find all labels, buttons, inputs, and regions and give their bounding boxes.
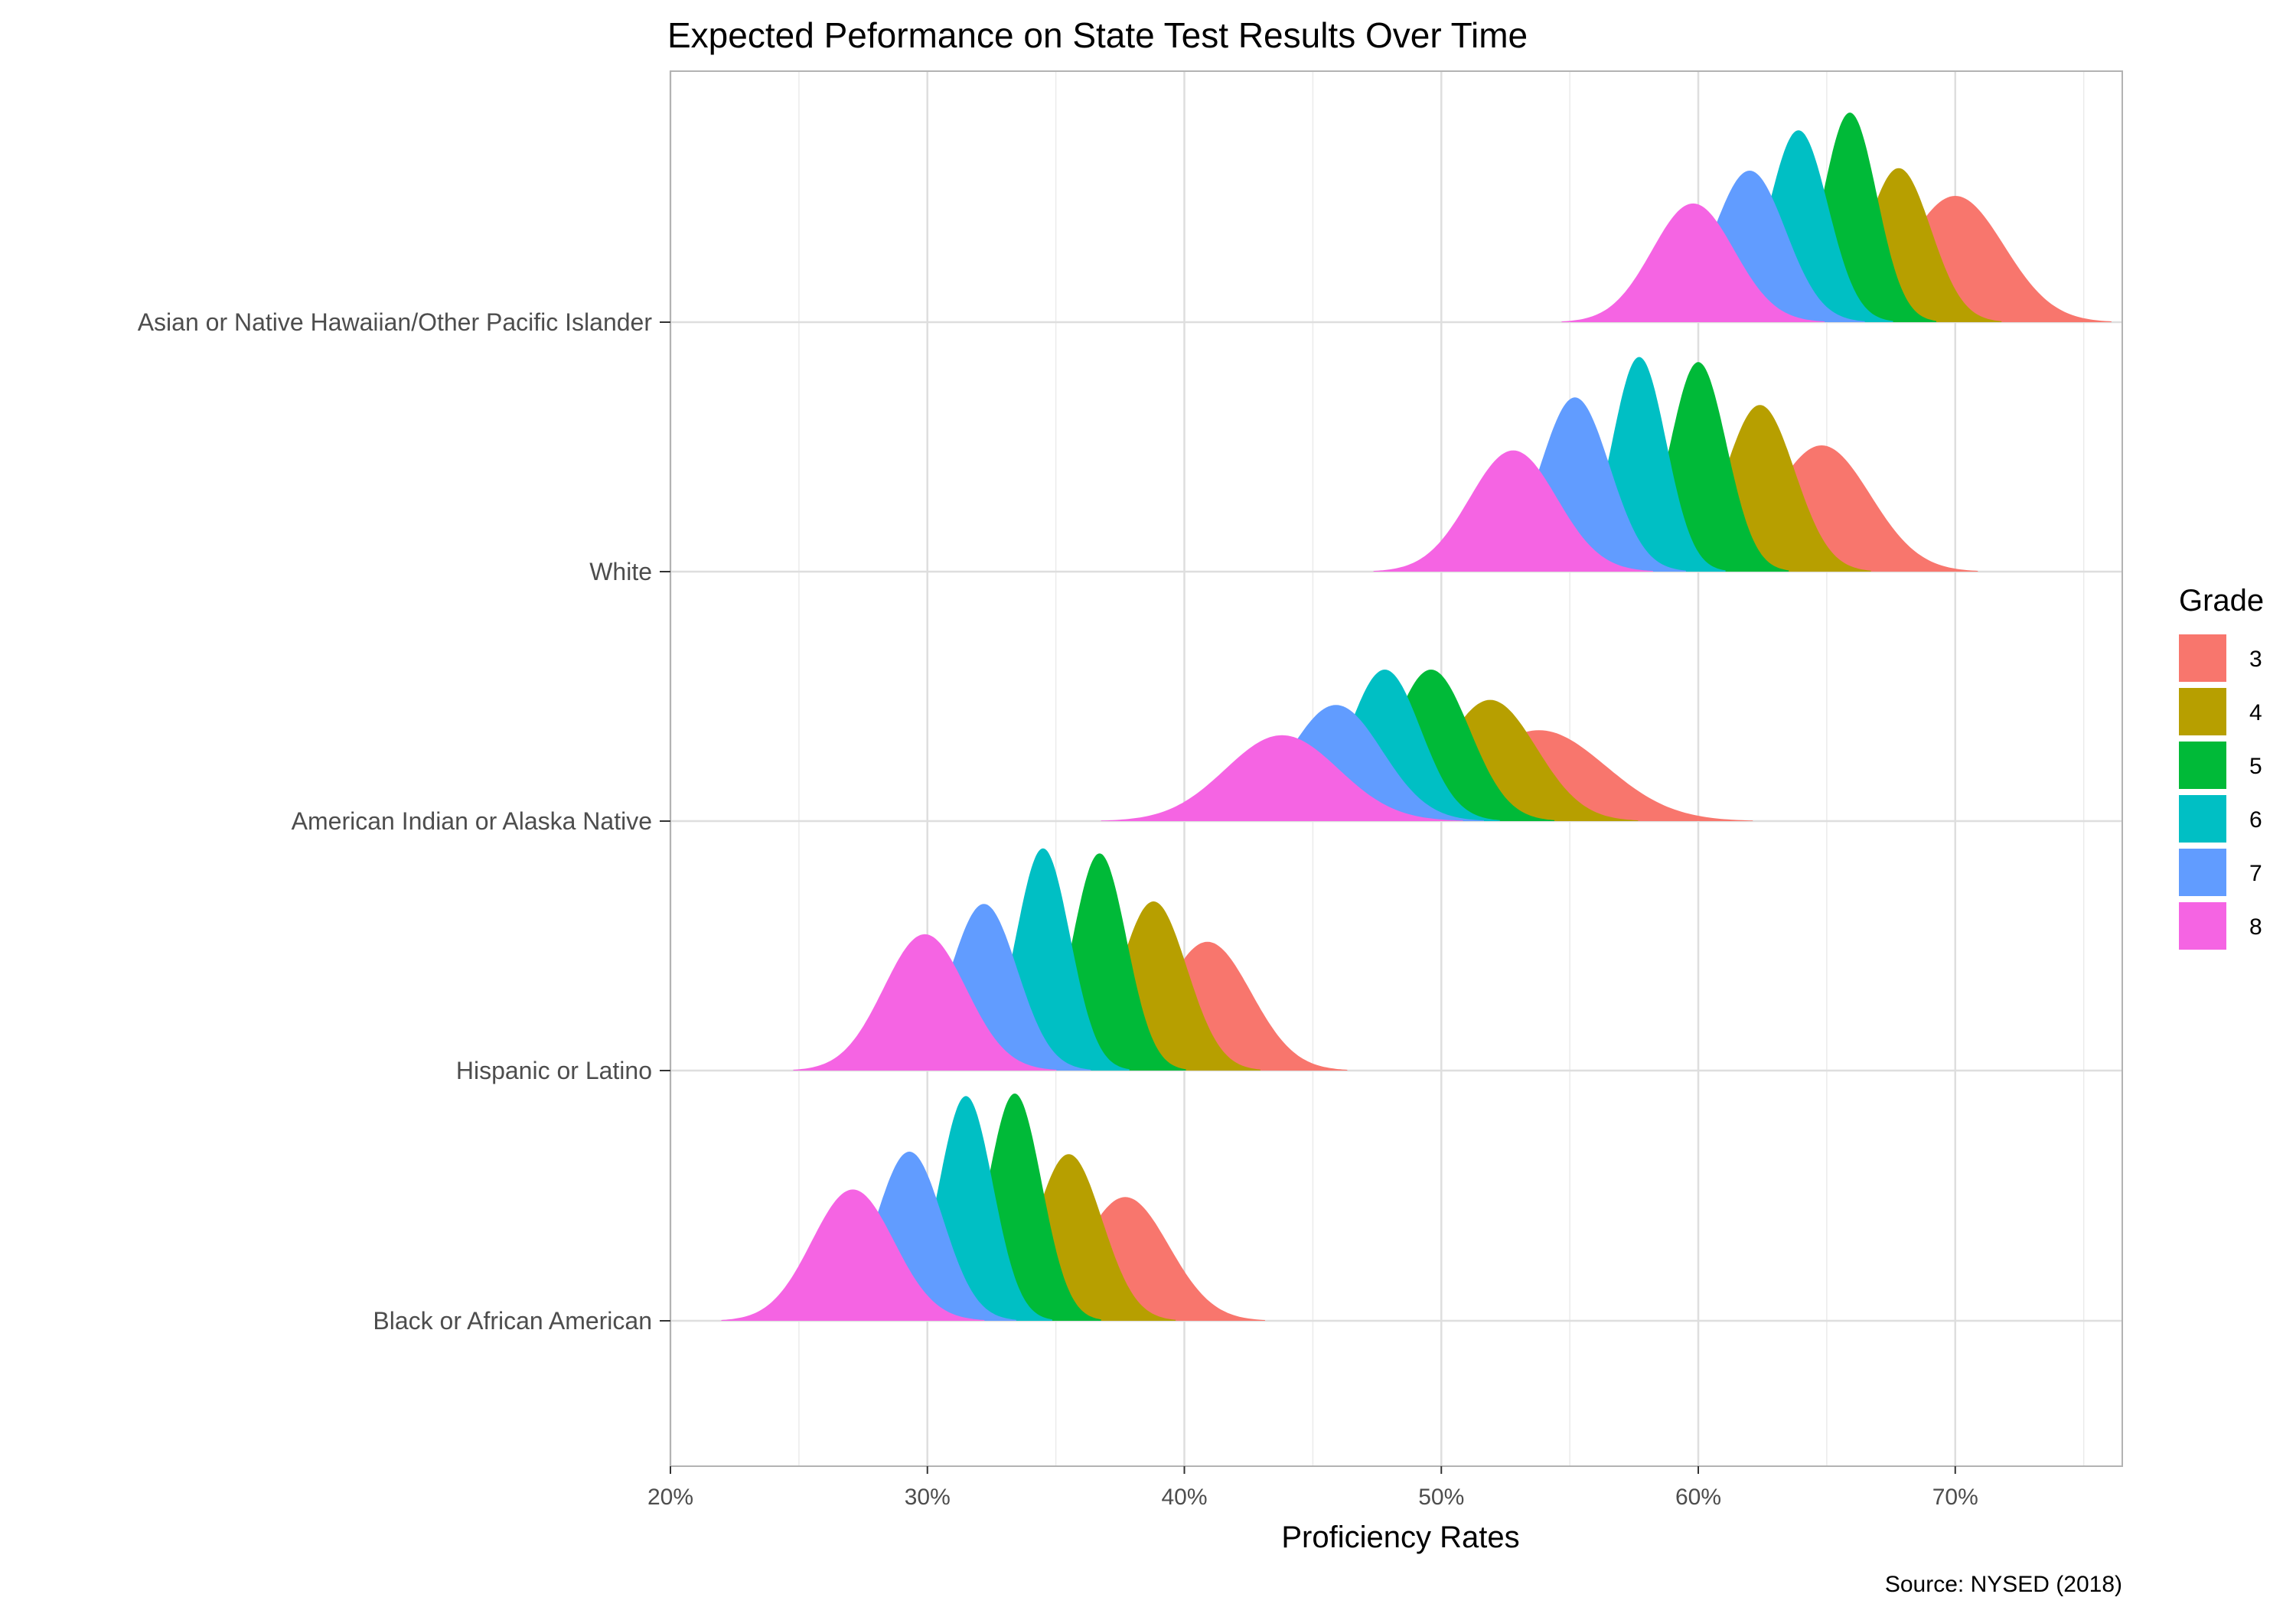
- x-tick-label: 40%: [1161, 1485, 1207, 1510]
- x-axis-title: Proficiency Rates: [1281, 1521, 1519, 1554]
- source-caption: Source: NYSED (2018): [1885, 1572, 2122, 1597]
- legend-label: 4: [2249, 700, 2262, 725]
- density-ridge-grade-8: [721, 1189, 985, 1321]
- legend-swatch: [2179, 688, 2226, 735]
- ridge-group: [793, 848, 1348, 1071]
- category-label: Hispanic or Latino: [456, 1057, 652, 1084]
- ridge-group: [721, 1094, 1265, 1321]
- x-tick-label: 70%: [1932, 1485, 1978, 1510]
- legend-label: 6: [2249, 807, 2262, 833]
- legend-label: 8: [2249, 914, 2262, 940]
- legend-swatch: [2179, 795, 2226, 843]
- panel-border: [670, 70, 2123, 1467]
- category-labels: Asian or Native Hawaiian/Other Pacific I…: [138, 308, 670, 1335]
- x-tick-label: 50%: [1418, 1485, 1464, 1510]
- density-ridge-grade-8: [1373, 450, 1653, 572]
- legend-swatch: [2179, 634, 2226, 682]
- x-tick-label: 20%: [647, 1485, 693, 1510]
- chart-title: Expected Peformance on State Test Result…: [667, 15, 1528, 55]
- legend-label: 5: [2249, 754, 2262, 779]
- x-tick-label: 60%: [1675, 1485, 1721, 1510]
- legend-swatch: [2179, 902, 2226, 950]
- x-tick-label: 30%: [905, 1485, 951, 1510]
- category-label: American Indian or Alaska Native: [292, 807, 652, 835]
- x-axis-ticks: 20% 30% 40% 50% 60% 70%: [647, 1466, 1978, 1510]
- ridge-group: [1561, 112, 2112, 322]
- category-label: White: [589, 558, 652, 585]
- ridge-group: [1101, 670, 1753, 821]
- category-label: Asian or Native Hawaiian/Other Pacific I…: [138, 308, 653, 336]
- legend-swatch: [2179, 849, 2226, 896]
- category-label: Black or African American: [373, 1307, 652, 1335]
- legend: Grade 3 4 5 6 7 8: [2179, 584, 2264, 950]
- density-ridge-grade-8: [793, 934, 1057, 1071]
- legend-label: 7: [2249, 861, 2262, 886]
- legend-label: 3: [2249, 647, 2262, 672]
- legend-swatch: [2179, 742, 2226, 789]
- density-ridge-grade-8: [1101, 735, 1463, 821]
- ridges: [721, 112, 2112, 1321]
- legend-title: Grade: [2179, 584, 2264, 618]
- ridge-group: [1373, 357, 1978, 572]
- density-ridge-grade-8: [1561, 203, 1825, 322]
